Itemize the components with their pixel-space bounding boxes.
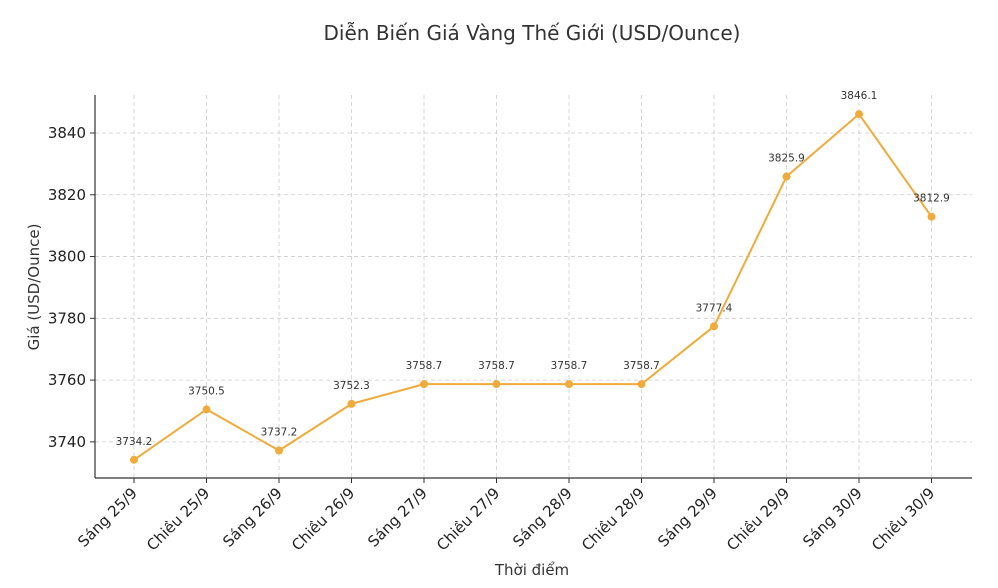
- data-point: [420, 380, 428, 389]
- y-axis-title: Giá (USD/Ounce): [25, 224, 43, 351]
- data-label: 3734.2: [116, 436, 153, 448]
- data-label: 3846.1: [841, 90, 878, 102]
- x-axis-title: Thời điểm: [494, 561, 569, 579]
- data-label: 3758.7: [406, 360, 443, 372]
- data-point: [710, 322, 718, 331]
- x-tick-label: Chiều 30/9: [868, 484, 938, 554]
- label-layer: 3734.2 3750.5 3737.2 3752.3 3758.7 3758.7 3758…: [116, 90, 950, 448]
- x-tick-label: Sáng 25/9: [74, 484, 141, 551]
- data-label: 3777.4: [696, 302, 733, 314]
- chart-title: Diễn Biến Giá Vàng Thế Giới (USD/Ounce): [324, 21, 741, 45]
- y-tick-label: 3760: [48, 371, 86, 389]
- data-point: [130, 455, 138, 464]
- y-tick-label: 3840: [48, 124, 86, 142]
- x-tick-label: Chiều 25/9: [143, 484, 213, 554]
- y-tick-label: 3780: [48, 309, 86, 327]
- data-label: 3825.9: [768, 153, 805, 165]
- data-point: [347, 399, 356, 408]
- data-point: [637, 380, 646, 389]
- x-tick-label: Chiều 28/9: [578, 484, 648, 554]
- x-tick-label: Sáng 26/9: [219, 484, 286, 551]
- x-tick-label: Sáng 30/9: [799, 484, 866, 551]
- data-point: [275, 446, 283, 455]
- data-label: 3758.7: [478, 360, 515, 372]
- data-point: [855, 110, 863, 119]
- series-line: [133, 113, 933, 461]
- x-tick-label: Chiều 26/9: [288, 484, 358, 554]
- data-point: [565, 380, 573, 389]
- x-tick-label: Sáng 28/9: [509, 484, 576, 551]
- x-tick-label: Chiều 27/9: [433, 484, 503, 554]
- y-tick-label: 3740: [48, 433, 86, 451]
- grid-layer: [95, 95, 972, 478]
- data-label: 3737.2: [261, 427, 298, 439]
- x-tick-label: Sáng 29/9: [654, 484, 721, 551]
- data-label: 3752.3: [333, 380, 370, 392]
- data-label: 3750.5: [188, 385, 225, 397]
- data-point: [782, 172, 791, 181]
- series-layer: [130, 110, 936, 464]
- data-label: 3812.9: [913, 193, 950, 205]
- x-tick-label: Sáng 27/9: [364, 484, 431, 551]
- y-tick-label: 3800: [48, 248, 86, 266]
- data-label: 3758.7: [551, 360, 588, 372]
- data-point: [492, 380, 501, 389]
- y-tick-label: 3820: [48, 186, 86, 204]
- data-label: 3758.7: [623, 360, 660, 372]
- x-tick-label: Chiều 29/9: [723, 484, 793, 554]
- data-point: [927, 212, 936, 221]
- data-point: [202, 405, 211, 414]
